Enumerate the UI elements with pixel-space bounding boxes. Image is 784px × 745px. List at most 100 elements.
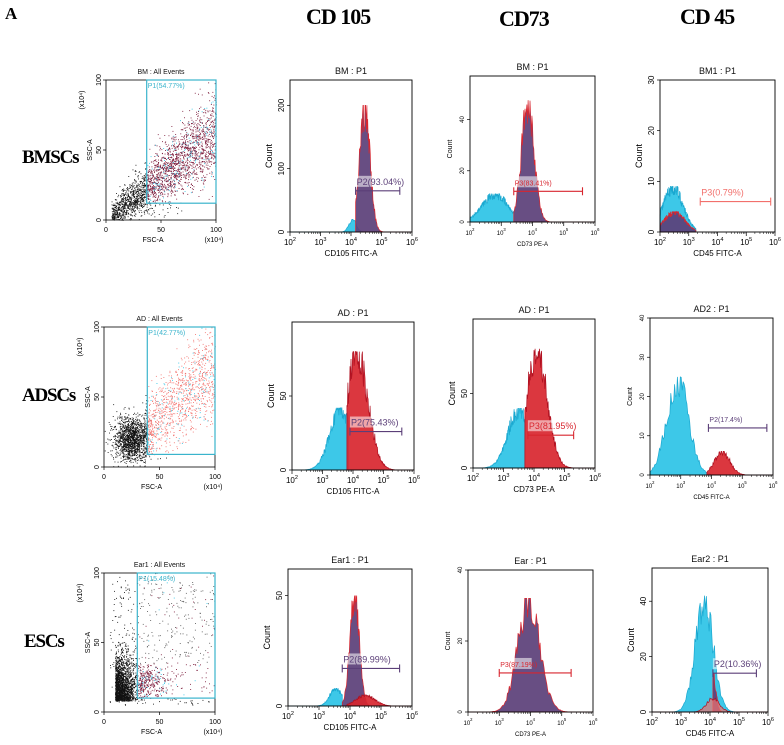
x-tick-label: 105 [375, 237, 387, 247]
event-dot [131, 450, 133, 451]
event-dot [165, 141, 167, 143]
event-dot [109, 424, 111, 425]
event-dot [140, 442, 142, 444]
event-dot [117, 451, 119, 453]
event-dot [159, 137, 161, 139]
event-dot [138, 189, 140, 190]
event-dot [195, 140, 197, 142]
event-dot [180, 164, 182, 166]
event-dot [159, 413, 161, 415]
event-dot [141, 440, 143, 442]
event-dot [188, 148, 190, 150]
event-dot [154, 160, 155, 161]
event-dot [180, 133, 182, 135]
event-dot [204, 354, 206, 356]
event-dot [141, 428, 143, 430]
event-dot [147, 416, 149, 418]
event-dot [164, 163, 165, 165]
event-dot [204, 403, 206, 405]
event-dot [140, 458, 142, 460]
event-dot [127, 207, 129, 208]
event-dot [153, 196, 155, 197]
event-dot [170, 181, 171, 183]
event-dot [187, 185, 189, 187]
event-dot [119, 208, 121, 210]
event-dot [195, 135, 197, 137]
event-dot [195, 159, 196, 161]
event-dot [170, 403, 172, 405]
event-dot [144, 196, 146, 198]
event-dot [167, 403, 169, 405]
event-dot [127, 450, 128, 452]
event-dot [177, 153, 179, 155]
event-dot [165, 173, 166, 175]
event-dot [131, 437, 133, 438]
event-dot [201, 153, 203, 155]
event-dot [137, 427, 138, 429]
event-dot [157, 185, 159, 186]
event-dot [185, 373, 187, 375]
event-dot [119, 213, 121, 215]
event-dot [122, 206, 124, 208]
event-dot [141, 444, 143, 446]
event-dot [176, 381, 177, 382]
event-dot [130, 434, 131, 436]
event-dot [204, 126, 206, 128]
event-dot [189, 374, 190, 376]
event-dot [138, 419, 140, 421]
event-dot [195, 147, 197, 148]
event-dot [136, 202, 138, 204]
event-dot [149, 181, 150, 183]
event-dot [193, 133, 195, 135]
event-dot [132, 448, 134, 450]
event-dot [172, 162, 174, 163]
event-dot [206, 161, 208, 163]
event-dot [121, 420, 122, 421]
event-dot [210, 356, 212, 357]
event-dot [205, 411, 207, 412]
event-dot [197, 338, 199, 340]
event-dot [129, 453, 131, 455]
event-dot [185, 393, 187, 395]
event-dot [159, 149, 161, 151]
event-dot [150, 187, 152, 189]
event-dot [141, 431, 142, 433]
event-dot [183, 164, 185, 166]
event-dot [128, 436, 129, 438]
event-dot [209, 360, 211, 361]
event-dot [182, 167, 184, 168]
event-dot [177, 157, 178, 159]
event-dot [190, 376, 192, 378]
event-dot [205, 109, 207, 111]
event-dot [157, 403, 159, 405]
event-dot [188, 176, 190, 178]
event-dot [162, 204, 164, 206]
event-dot [199, 121, 201, 123]
event-dot [126, 454, 127, 456]
event-dot [123, 188, 125, 190]
event-dot [130, 209, 132, 211]
event-dot [133, 434, 135, 435]
event-dot [182, 192, 184, 194]
event-dot [121, 449, 123, 451]
event-dot [152, 213, 154, 215]
event-dot [136, 420, 138, 422]
event-dot [144, 427, 145, 429]
event-dot [165, 396, 167, 398]
event-dot [211, 412, 213, 414]
event-dot [145, 448, 147, 450]
event-dot [161, 428, 162, 430]
event-dot [128, 435, 130, 437]
event-dot [210, 114, 211, 116]
event-dot [112, 209, 114, 210]
event-dot [177, 381, 179, 383]
event-dot [170, 191, 172, 193]
event-dot [153, 210, 155, 212]
event-dot [127, 435, 128, 437]
event-dot [194, 159, 196, 160]
event-dot [172, 159, 174, 161]
event-dot [133, 450, 135, 451]
event-dot [159, 421, 161, 423]
event-dot [166, 162, 167, 164]
event-dot [182, 110, 184, 112]
